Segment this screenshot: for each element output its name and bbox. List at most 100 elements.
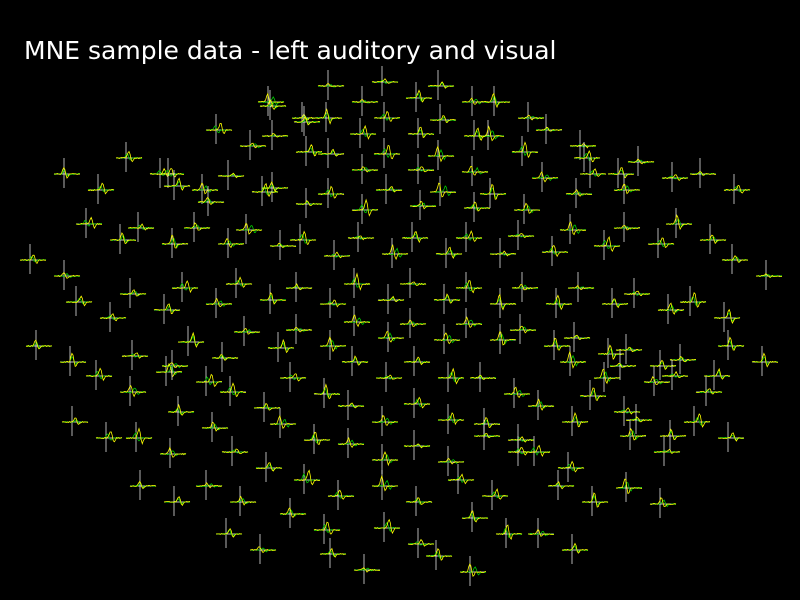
- sensor-trace: [280, 373, 307, 382]
- sensor-trace: [205, 297, 233, 308]
- sensor-trace: [177, 331, 205, 348]
- sensor-196: [195, 470, 223, 500]
- sensor-81: [593, 230, 621, 260]
- sensor-trace: [409, 200, 437, 210]
- sensor-trace: [87, 182, 115, 195]
- sensor-trace: [99, 314, 127, 320]
- sensor-78: [507, 220, 535, 250]
- sensor-66: [183, 212, 211, 242]
- sensor-trace: [657, 302, 685, 315]
- sensor-trace: [623, 290, 651, 297]
- sensor-44: [317, 178, 345, 208]
- sensor-trace: [373, 518, 401, 535]
- sensor-trace: [643, 376, 671, 386]
- sensor-208: [279, 498, 307, 528]
- sensor-100: [343, 268, 371, 298]
- sensor-207: [649, 488, 677, 518]
- sensor-29: [407, 154, 435, 184]
- sensor-176: [61, 406, 89, 436]
- sensor-trace: [407, 129, 435, 137]
- sensor-39: [191, 174, 219, 204]
- sensor-trace: [153, 303, 181, 315]
- sensor-trace: [267, 338, 295, 354]
- sensor-trace: [403, 443, 431, 449]
- sensor-trace: [455, 230, 483, 242]
- sensor-trace: [403, 396, 431, 409]
- sensor-trace: [291, 113, 319, 121]
- sensor-65: [161, 228, 189, 258]
- sensor-162: [269, 408, 297, 438]
- sensor-trace: [483, 96, 511, 106]
- sensor-146: [341, 346, 369, 376]
- sensor-58: [689, 158, 717, 188]
- sensor-trace: [513, 205, 541, 213]
- sensor-trace: [461, 166, 488, 175]
- sensor-trace: [507, 233, 535, 238]
- sensor-trace: [455, 233, 482, 241]
- sensor-136: [669, 344, 697, 374]
- sensor-50: [479, 178, 507, 208]
- sensor-trace: [717, 432, 745, 442]
- sensor-trace: [683, 413, 711, 428]
- sensor-157: [695, 376, 723, 406]
- sensor-71: [323, 240, 351, 270]
- sensor-190: [619, 420, 647, 450]
- sensor-trace: [545, 294, 573, 311]
- sensor-37: [661, 162, 689, 192]
- sensor-82: [613, 212, 641, 242]
- sensor-38: [157, 158, 185, 188]
- sensor-trace: [721, 256, 749, 263]
- sensor-118: [177, 326, 205, 356]
- sensor-trace: [191, 185, 219, 193]
- sensor-214: [215, 518, 243, 548]
- sensor-trace: [511, 145, 539, 157]
- sensor-32: [115, 142, 143, 172]
- sensor-trace: [527, 530, 555, 537]
- sensor-21: [569, 130, 597, 160]
- sensor-198: [293, 464, 321, 494]
- sensor-115: [59, 346, 87, 376]
- sensor-trace: [303, 431, 331, 445]
- sensor-trace: [665, 214, 693, 231]
- sensor-trace: [229, 495, 257, 506]
- sensor-trace: [251, 182, 279, 197]
- sensor-141: [119, 376, 147, 406]
- sensor-trace: [371, 78, 399, 84]
- sensor-8: [483, 86, 511, 116]
- sensor-trace: [205, 122, 233, 134]
- sensor-trace: [201, 421, 229, 432]
- sensor-trace: [377, 331, 405, 343]
- sensor-151: [503, 378, 531, 408]
- sensor-trace: [579, 387, 607, 401]
- sensor-trace: [20, 256, 47, 262]
- sensor-60: [163, 170, 191, 200]
- sensor-trace: [433, 293, 461, 304]
- sensor-164: [337, 390, 365, 420]
- sensor-trace: [504, 386, 531, 399]
- sensor-201: [405, 486, 433, 516]
- sensor-194: [129, 470, 157, 500]
- sensor-191: [653, 436, 681, 466]
- sensor-trace: [657, 304, 685, 313]
- sensor-trace: [615, 346, 643, 353]
- sensor-153: [593, 362, 621, 392]
- sensor-trace: [661, 174, 689, 181]
- sensor-106: [511, 272, 539, 302]
- sensor-trace: [351, 166, 379, 173]
- sensor-trace: [257, 92, 285, 108]
- sensor-trace: [601, 298, 629, 309]
- sensor-trace: [647, 237, 675, 248]
- sensor-105: [489, 288, 517, 318]
- sensor-53: [565, 178, 593, 208]
- sensor-trace: [293, 469, 321, 486]
- sensor-98: [285, 272, 313, 302]
- sensor-73: [381, 238, 409, 268]
- sensor-94: [171, 272, 199, 302]
- sensor-trace: [459, 563, 487, 577]
- sensor-trace: [341, 355, 369, 366]
- sensor-9: [517, 102, 545, 132]
- sensor-trace: [561, 412, 589, 428]
- sensor-172: [579, 380, 607, 410]
- sensor-trace: [429, 185, 457, 196]
- sensor-209: [313, 514, 341, 544]
